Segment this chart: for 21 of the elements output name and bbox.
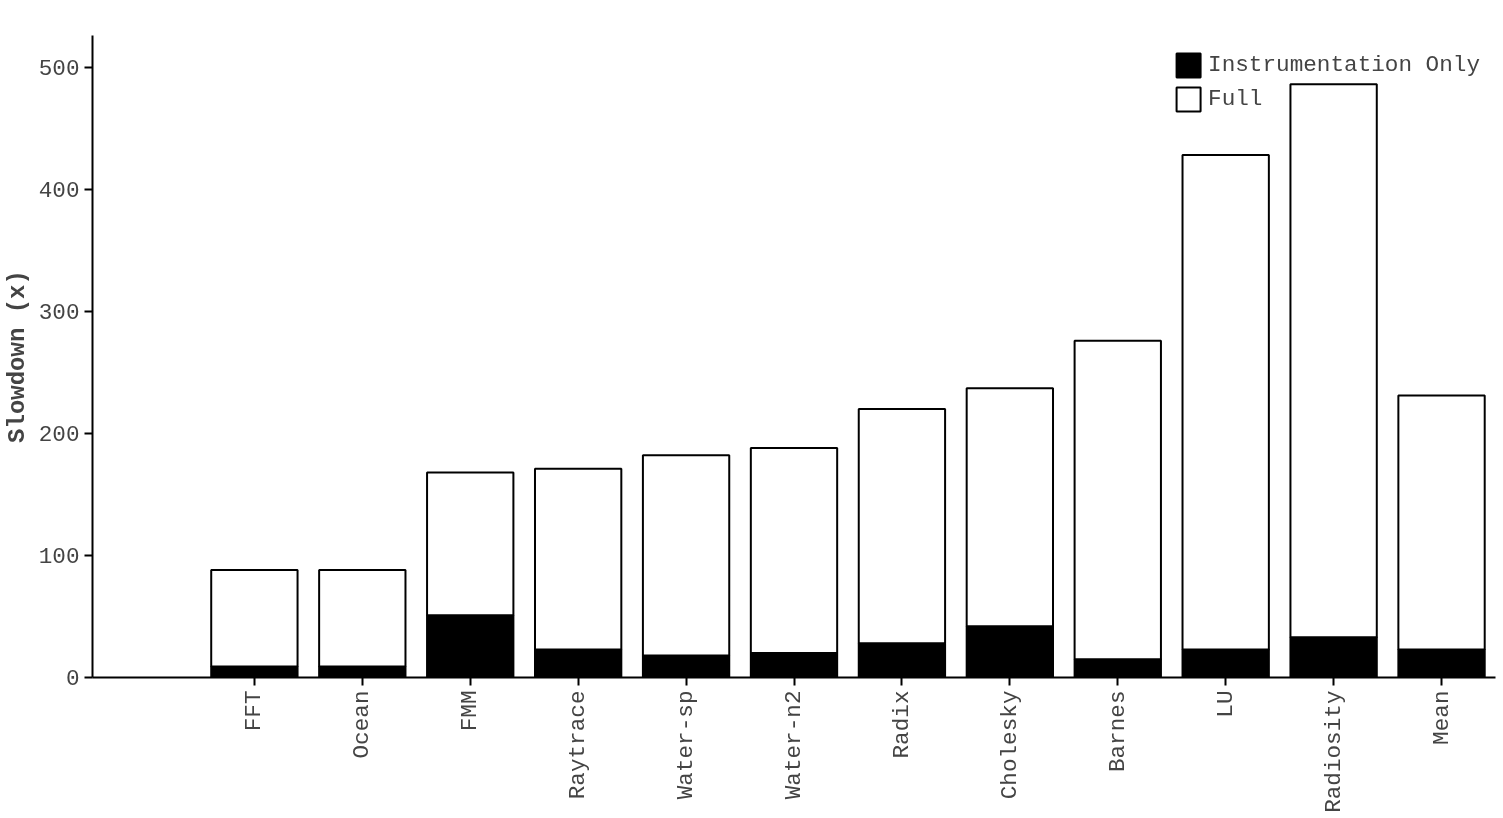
x-tick-label: Ocean <box>349 690 376 759</box>
x-tick-label: Barnes <box>1104 690 1131 773</box>
x-tick-label: Radiosity <box>1320 690 1347 813</box>
y-tick-label: 0 <box>65 666 80 692</box>
y-axis-title: Slowdown (x) <box>3 270 31 443</box>
x-tick-label: LU <box>1212 690 1239 718</box>
y-tick-label: 500 <box>38 55 80 82</box>
x-tick-label: FMM <box>457 690 484 732</box>
y-tick-label: 300 <box>38 299 80 326</box>
y-tick-label: 400 <box>38 177 80 204</box>
x-tick-label: Raytrace <box>565 690 592 800</box>
x-tick-label: Mean <box>1428 690 1455 745</box>
y-tick-label: 200 <box>38 421 80 448</box>
y-tick-label: 100 <box>38 543 80 570</box>
legend-label: Full <box>1208 86 1263 112</box>
legend-label: Instrumentation Only <box>1208 52 1480 78</box>
x-tick-label: Radix <box>888 690 915 759</box>
x-tick-label: Cholesky <box>996 690 1023 800</box>
x-tick-label: FFT <box>241 690 268 732</box>
x-tick-label: Water-sp <box>673 690 700 800</box>
x-tick-label: Water-n2 <box>781 690 807 800</box>
